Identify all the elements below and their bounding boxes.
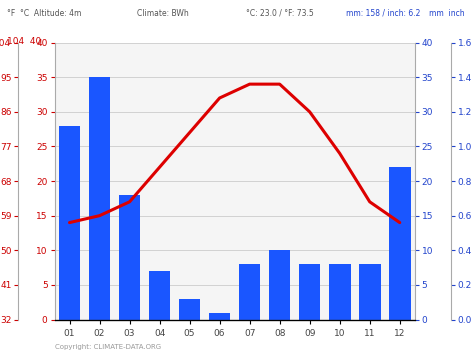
Bar <box>209 312 230 320</box>
Bar <box>299 264 320 320</box>
Bar <box>89 77 110 320</box>
Bar <box>269 250 291 320</box>
Text: mm  inch: mm inch <box>429 9 465 18</box>
Text: Climate: BWh: Climate: BWh <box>137 9 189 18</box>
Bar <box>119 195 140 320</box>
Text: °C: 23.0 / °F: 73.5: °C: 23.0 / °F: 73.5 <box>246 9 314 18</box>
Text: 104  40: 104 40 <box>7 37 41 46</box>
Bar <box>59 126 80 320</box>
Bar <box>329 264 350 320</box>
Bar <box>149 271 170 320</box>
Text: mm: 158 / inch: 6.2: mm: 158 / inch: 6.2 <box>346 9 420 18</box>
Bar <box>359 264 381 320</box>
Bar <box>179 299 201 320</box>
Text: Copyright: CLIMATE-DATA.ORG: Copyright: CLIMATE-DATA.ORG <box>55 344 161 350</box>
Bar <box>389 167 410 320</box>
Bar <box>239 264 260 320</box>
Text: °F  °C  Altitude: 4m: °F °C Altitude: 4m <box>7 9 82 18</box>
